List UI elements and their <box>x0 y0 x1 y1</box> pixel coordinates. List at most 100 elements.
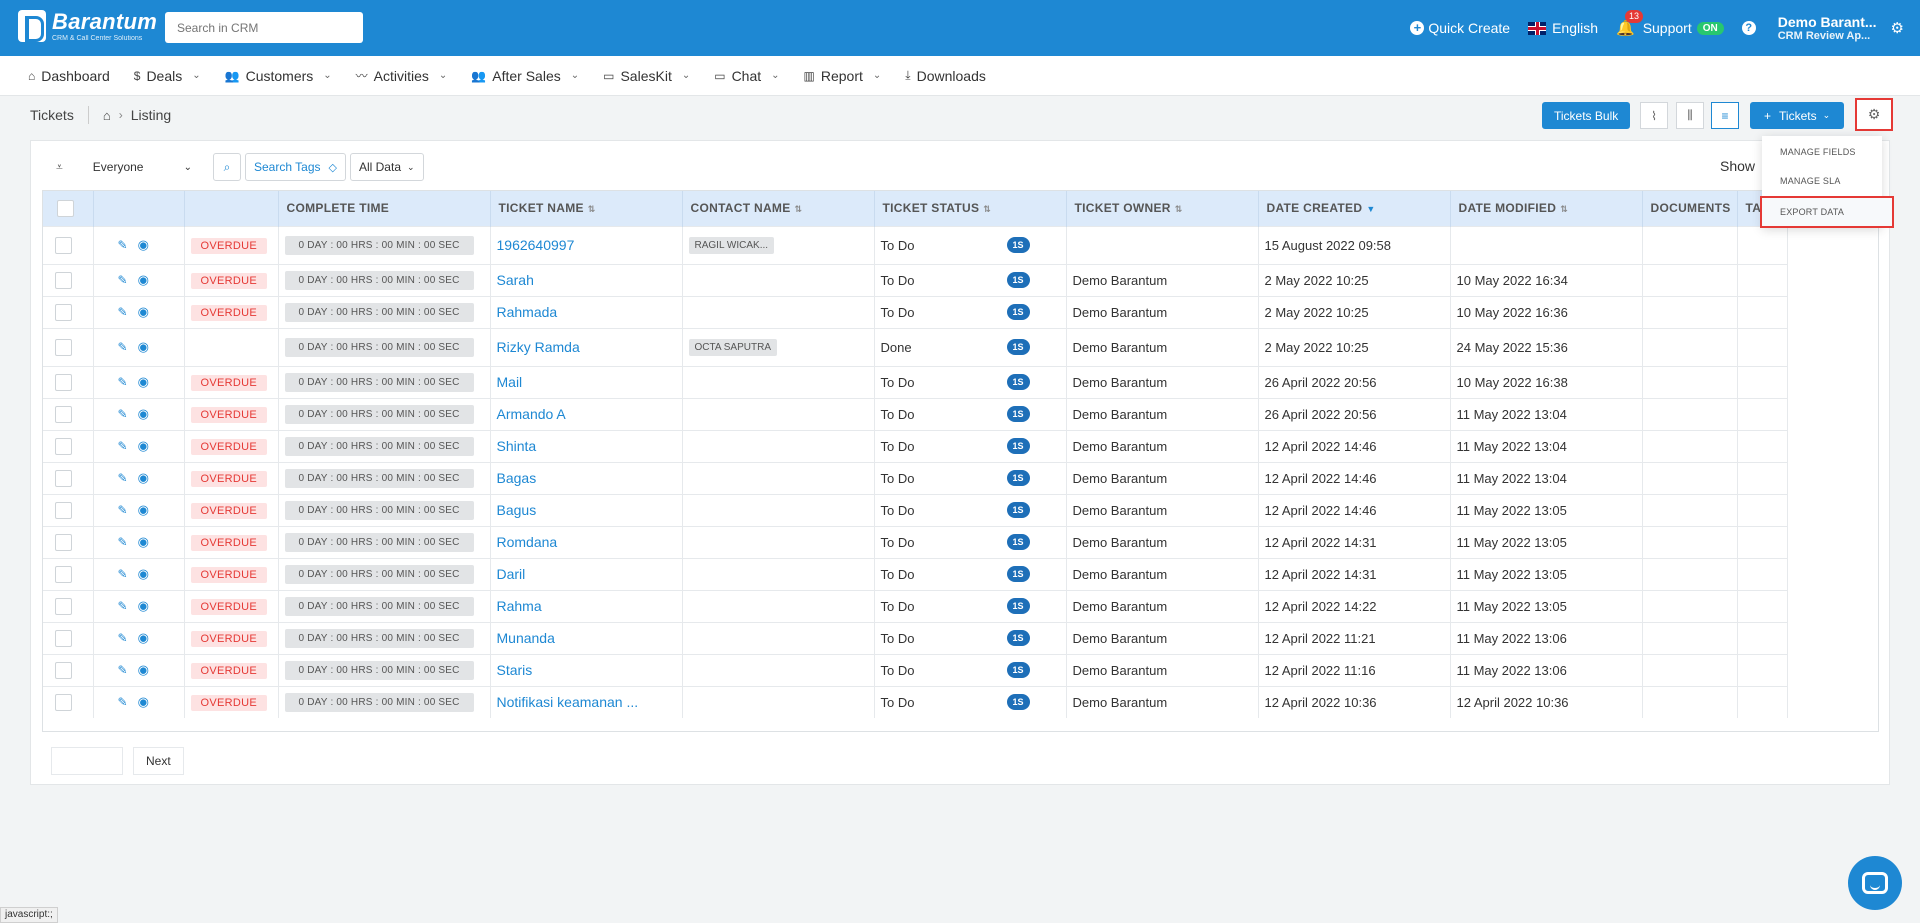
row-checkbox[interactable] <box>55 629 72 647</box>
eye-icon[interactable]: ◉ <box>137 406 149 421</box>
eye-icon[interactable]: ◉ <box>137 534 149 549</box>
row-checkbox[interactable] <box>55 303 72 321</box>
nav-customers[interactable]: 👥 Customers ⌄ <box>225 68 332 84</box>
row-checkbox[interactable] <box>55 501 72 519</box>
row-checkbox[interactable] <box>55 271 72 289</box>
pencil-icon[interactable]: ✎ <box>117 471 128 485</box>
nav-saleskit[interactable]: ▭ SalesKit ⌄ <box>603 68 690 84</box>
ticket-name-link[interactable]: Rizky Ramda <box>496 339 580 355</box>
row-checkbox[interactable] <box>55 565 72 583</box>
row-checkbox[interactable] <box>55 373 72 391</box>
eye-icon[interactable]: ◉ <box>137 470 149 485</box>
pencil-icon[interactable]: ✎ <box>117 407 128 421</box>
row-checkbox[interactable] <box>55 437 72 455</box>
crm-search-input[interactable] <box>165 12 363 43</box>
row-checkbox[interactable] <box>55 236 72 254</box>
search-button[interactable]: ⌕ <box>213 153 241 181</box>
gear-icon[interactable]: ⚙ <box>1890 20 1904 37</box>
col-date-modified[interactable]: DATE MODIFIED ⇅ <box>1450 191 1643 226</box>
eye-icon[interactable]: ◉ <box>137 272 149 287</box>
eye-icon[interactable]: ◉ <box>137 566 149 581</box>
next-page-button[interactable]: Next <box>133 747 184 775</box>
eye-icon[interactable]: ◉ <box>137 237 149 252</box>
add-ticket-button[interactable]: + Tickets ⌄ <box>1750 102 1845 129</box>
ticket-name-link[interactable]: Shinta <box>496 438 537 454</box>
contact-tag[interactable]: OCTA SAPUTRA <box>688 339 777 356</box>
row-checkbox[interactable] <box>55 338 72 356</box>
pencil-icon[interactable]: ✎ <box>117 273 128 287</box>
row-checkbox[interactable] <box>55 405 72 423</box>
home-icon[interactable]: ⌂ <box>102 107 111 123</box>
pencil-icon[interactable]: ✎ <box>117 305 128 319</box>
pencil-icon[interactable]: ✎ <box>117 631 128 645</box>
col-date-created[interactable]: DATE CREATED ▼ <box>1258 191 1451 226</box>
help-button[interactable]: ? <box>1741 21 1756 35</box>
support-toggle[interactable]: Support ON <box>1643 20 1724 36</box>
ticket-name-link[interactable]: Staris <box>496 662 533 678</box>
eye-icon[interactable]: ◉ <box>137 694 149 710</box>
quick-create-button[interactable]: + Quick Create <box>1410 20 1510 36</box>
eye-icon[interactable]: ◉ <box>137 304 149 319</box>
pencil-icon[interactable]: ✎ <box>117 663 128 677</box>
kanban-view-button[interactable]: ⫼ <box>1676 102 1704 129</box>
nav-after-sales[interactable]: 👥 After Sales ⌄ <box>471 68 579 84</box>
eye-icon[interactable]: ◉ <box>137 339 149 354</box>
nav-deals[interactable]: $ Deals ⌄ <box>134 68 201 84</box>
language-selector[interactable]: English <box>1528 20 1598 36</box>
eye-icon[interactable]: ◉ <box>137 598 149 613</box>
pencil-icon[interactable]: ✎ <box>117 238 128 252</box>
pencil-icon[interactable]: ✎ <box>117 535 128 549</box>
ticket-name-link[interactable]: Rahma <box>496 598 542 614</box>
pencil-icon[interactable]: ✎ <box>117 439 128 453</box>
nav-dashboard[interactable]: ⌂ Dashboard <box>28 68 110 84</box>
eye-icon[interactable]: ◉ <box>137 662 149 677</box>
col-ticket-owner[interactable]: TICKET OWNER ⇅ <box>1066 191 1259 226</box>
pencil-icon[interactable]: ✎ <box>117 503 128 517</box>
line-chart-view-button[interactable]: ⌇ <box>1640 102 1668 129</box>
eye-icon[interactable]: ◉ <box>137 630 149 645</box>
user-menu[interactable]: Demo Barant... CRM Review Ap... <box>1778 14 1877 43</box>
row-checkbox[interactable] <box>55 597 72 615</box>
export-data-item[interactable]: EXPORT DATA <box>1760 196 1894 228</box>
row-checkbox[interactable] <box>55 661 72 679</box>
owner-filter-select[interactable]: ⩡ Everyone ⌄ <box>45 153 205 181</box>
live-chat-button[interactable] <box>1848 856 1902 910</box>
pencil-icon[interactable]: ✎ <box>117 340 128 354</box>
pencil-icon[interactable]: ✎ <box>117 599 128 613</box>
nav-downloads[interactable]: ⤓ Downloads <box>905 68 986 84</box>
tickets-bulk-button[interactable]: Tickets Bulk <box>1542 102 1631 129</box>
contact-tag[interactable]: RAGIL WICAK... <box>688 237 775 254</box>
barantum-logo[interactable]: Barantum CRM & Call Center Solutions <box>18 10 157 42</box>
notifications-button[interactable]: 🔔 13 <box>1616 10 1644 37</box>
ticket-name-link[interactable]: 1962640997 <box>496 237 575 253</box>
ticket-name-link[interactable]: Sarah <box>496 272 534 288</box>
ticket-name-link[interactable]: Notifikasi keamanan ... <box>496 694 639 711</box>
col-ticket-name[interactable]: TICKET NAME ⇅ <box>490 191 683 226</box>
ticket-name-link[interactable]: Rahmada <box>496 304 558 320</box>
col-ticket-status[interactable]: TICKET STATUS ⇅ <box>874 191 1067 226</box>
ticket-name-link[interactable]: Daril <box>496 566 526 582</box>
ticket-name-link[interactable]: Munanda <box>496 630 555 646</box>
nav-activities[interactable]: 〰 Activities ⌄ <box>356 67 448 84</box>
search-tags-button[interactable]: Search Tags ◇ <box>245 153 346 181</box>
previous-page-button[interactable] <box>51 747 123 775</box>
manage-fields-item[interactable]: MANAGE FIELDS <box>1780 147 1856 157</box>
row-checkbox[interactable] <box>55 469 72 487</box>
pencil-icon[interactable]: ✎ <box>117 695 128 710</box>
eye-icon[interactable]: ◉ <box>137 374 149 389</box>
settings-button[interactable]: ⚙ <box>1855 98 1893 131</box>
select-all-checkbox[interactable] <box>57 199 74 217</box>
pencil-icon[interactable]: ✎ <box>117 375 128 389</box>
ticket-name-link[interactable]: Romdana <box>496 534 558 550</box>
ticket-name-link[interactable]: Mail <box>496 374 523 390</box>
manage-sla-item[interactable]: MANAGE SLA <box>1780 176 1841 186</box>
eye-icon[interactable]: ◉ <box>137 438 149 453</box>
row-checkbox[interactable] <box>55 533 72 551</box>
ticket-name-link[interactable]: Bagas <box>496 470 537 486</box>
col-contact-name[interactable]: CONTACT NAME ⇅ <box>682 191 875 226</box>
nav-report[interactable]: ▥ Report ⌄ <box>804 68 882 84</box>
nav-chat[interactable]: ▭ Chat ⌄ <box>714 68 779 84</box>
list-view-button[interactable]: ≡ <box>1711 102 1739 129</box>
eye-icon[interactable]: ◉ <box>137 502 149 517</box>
pencil-icon[interactable]: ✎ <box>117 567 128 581</box>
